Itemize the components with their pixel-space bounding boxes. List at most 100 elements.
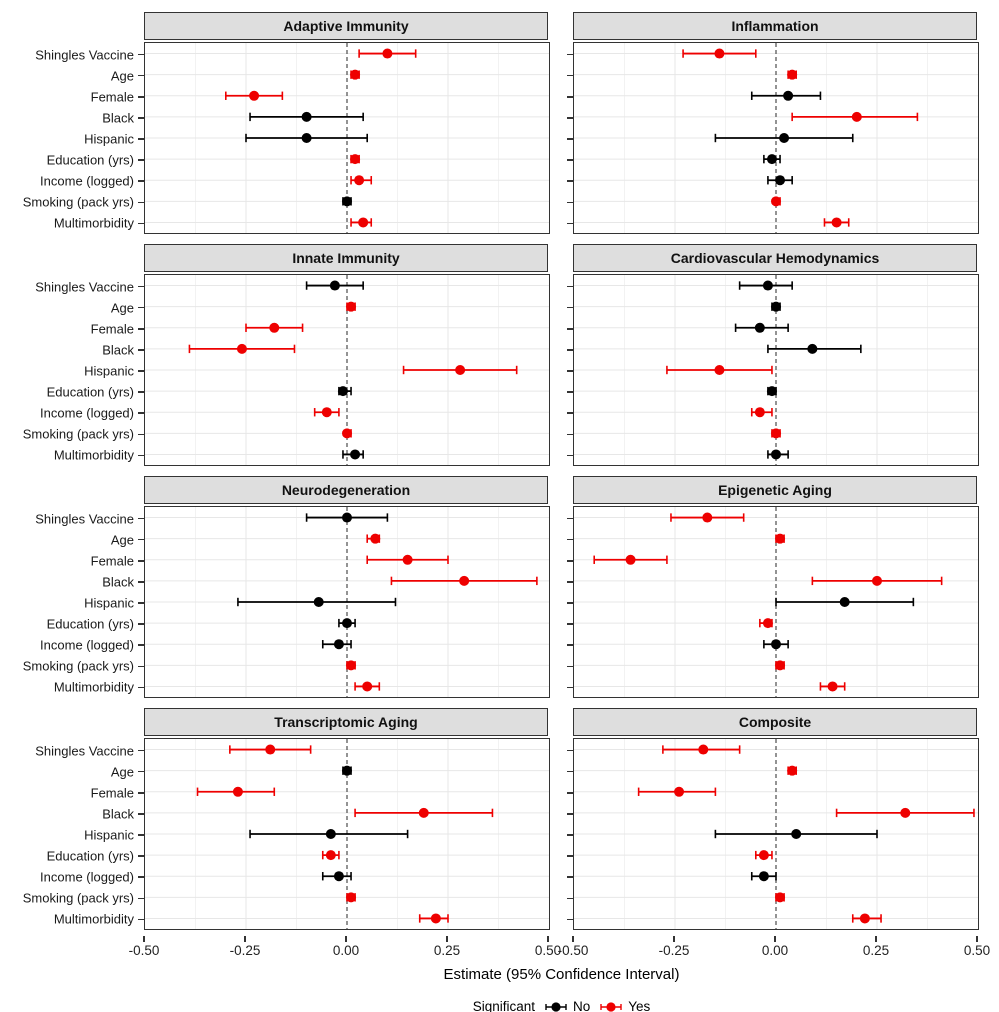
estimate-row-black [835, 807, 975, 818]
estimate-point [382, 48, 393, 59]
legend-label-no: No [573, 999, 591, 1012]
y-axis-label-black: Black [102, 342, 134, 358]
y-tick [567, 201, 573, 204]
y-axis-label-age: Age [110, 764, 134, 780]
estimate-point [775, 533, 786, 544]
estimate-row-age [787, 765, 798, 776]
y-axis-label-female: Female [90, 321, 134, 337]
estimate-point [807, 343, 818, 354]
panel-composite: Composite [573, 708, 979, 932]
estimate-point [430, 913, 441, 924]
y-tick [138, 876, 144, 878]
panel-cardiovascular-hemodynamics: Cardiovascular Hemodynamics [573, 244, 979, 468]
y-tick [138, 834, 144, 836]
y-axis-label-female: Female [90, 89, 134, 105]
x-tick [446, 936, 448, 942]
y-tick [567, 349, 573, 351]
plot-area-adaptive-immunity [144, 42, 550, 234]
estimate-row-shingles-vaccine [305, 512, 389, 523]
y-tick [138, 74, 144, 77]
estimate-row-smoking-pack-yrs [342, 196, 352, 207]
panel-epigenetic-aging: Epigenetic Aging [573, 476, 979, 700]
y-tick [567, 138, 573, 140]
x-tick-label: -0.50 [557, 943, 589, 958]
y-axis-label-shingles-vaccine: Shingles Vaccine [35, 47, 134, 63]
panel-title-inflammation: Inflammation [573, 12, 977, 40]
estimate-row-hispanic [402, 365, 518, 375]
legend-item-yes: Yes [599, 999, 650, 1012]
y-axis-label-education-yrs: Education (yrs) [46, 848, 134, 864]
y-tick [138, 686, 144, 689]
estimate-row-shingles-vaccine [358, 48, 417, 59]
y-axis-label-hispanic: Hispanic [84, 131, 134, 147]
y-tick [138, 665, 144, 668]
estimate-row-black [811, 575, 943, 586]
estimate-row-smoking-pack-yrs [346, 892, 357, 903]
y-tick [138, 918, 144, 921]
y-tick [138, 391, 144, 393]
y-tick [567, 560, 573, 562]
y-axis-label-hispanic: Hispanic [84, 595, 134, 611]
y-tick [567, 665, 573, 668]
estimate-row-multimorbidity [350, 217, 373, 228]
panel-title-transcriptomic-aging: Transcriptomic Aging [144, 708, 548, 736]
estimate-row-hispanic [714, 829, 878, 839]
y-tick [138, 306, 144, 309]
estimate-point [831, 217, 842, 228]
x-axis: -0.50 -0.25 0.00 0.25 0.50 -0.50 -0.25 0.00 0.25… [0, 936, 999, 1012]
y-tick [567, 370, 573, 372]
estimate-point [325, 829, 336, 839]
estimate-row-hispanic [249, 829, 409, 839]
y-tick [567, 581, 573, 583]
y-axis-label-education-yrs: Education (yrs) [46, 616, 134, 632]
y-axis-label-female: Female [90, 785, 134, 801]
estimate-row-age [787, 69, 798, 80]
estimate-row-income-logged [321, 639, 352, 650]
panels-grid: Shingles Vaccine Age Female Black Hispanic Ed… [0, 12, 979, 940]
estimate-point [787, 765, 798, 776]
y-tick [567, 918, 573, 921]
y-tick [567, 792, 573, 794]
estimate-row-age [342, 765, 352, 776]
y-axis-label-shingles-vaccine: Shingles Vaccine [35, 279, 134, 295]
y-tick [138, 644, 144, 646]
y-axis-label-multimorbidity: Multimorbidity [53, 447, 134, 463]
x-tick-label: 0.00 [332, 943, 360, 958]
estimate-point [859, 913, 870, 924]
panel-inflammation: Inflammation [573, 12, 979, 236]
estimate-point [333, 639, 344, 650]
estimate-row-female [196, 786, 276, 797]
y-tick [567, 517, 573, 520]
y-tick [567, 180, 573, 182]
legend-glyph-yes-icon [600, 1001, 622, 1012]
y-tick [567, 686, 573, 689]
y-tick [567, 813, 573, 815]
estimate-point [771, 639, 781, 650]
y-axis-label-black: Black [102, 806, 134, 822]
estimate-row-education-yrs [763, 154, 781, 165]
y-tick [138, 433, 144, 436]
estimate-row-multimorbidity [354, 681, 381, 692]
estimate-row-black [390, 575, 538, 586]
legend-label-yes: Yes [628, 999, 651, 1012]
estimate-point [333, 871, 344, 882]
panel-title-adaptive-immunity: Adaptive Immunity [144, 12, 548, 40]
x-tick-label: -0.25 [229, 943, 261, 958]
plot-area-innate-immunity [144, 274, 550, 466]
estimate-row-education-yrs [337, 386, 352, 397]
y-tick [138, 855, 144, 857]
y-tick [138, 180, 144, 182]
y-axis-labels: Shingles Vaccine Age Female Black Hispanic Ed… [0, 708, 144, 932]
panel-column-gap [548, 708, 573, 932]
y-axis-label-hispanic: Hispanic [84, 827, 134, 843]
y-tick [138, 454, 144, 457]
estimate-point [269, 322, 280, 333]
x-axis-spacer [0, 936, 144, 966]
estimate-point [714, 48, 725, 59]
estimate-row-shingles-vaccine [229, 744, 312, 755]
estimate-point [301, 111, 312, 122]
estimate-point [771, 196, 781, 207]
estimate-point [354, 175, 365, 186]
plot-area-neurodegeneration [144, 506, 550, 698]
x-tick [345, 936, 347, 942]
